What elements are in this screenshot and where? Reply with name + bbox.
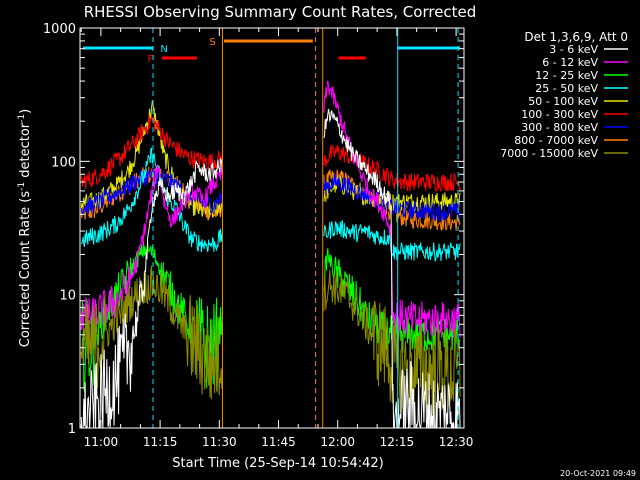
x-tick-label: 11:00 (84, 435, 119, 449)
series-segment-1 (80, 114, 223, 190)
series-segment-2 (323, 173, 461, 222)
x-tick-label: 12:15 (380, 435, 415, 449)
y-tick-label: 10 (59, 289, 76, 304)
series-25-50-keV-line (80, 147, 461, 262)
series-segment-1 (80, 99, 223, 218)
legend-entry: 3 - 6 keV (549, 43, 628, 56)
legend-entry: 300 - 800 keV (521, 121, 628, 134)
y-tick-label: 100 (51, 155, 76, 170)
x-tick-label: 11:15 (143, 435, 178, 449)
chart-title: RHESSI Observing Summary Count Rates, Co… (84, 3, 477, 21)
legend-label: 800 - 7000 keV (514, 134, 598, 147)
legend-entry: 800 - 7000 keV (514, 134, 628, 147)
legend-label: 3 - 6 keV (549, 43, 598, 56)
y-tick-label: 1000 (43, 22, 76, 37)
legend-label: 7000 - 15000 keV (500, 147, 598, 160)
time-markers: NF S (83, 28, 461, 428)
legend-entry: 6 - 12 keV (542, 56, 628, 69)
x-tick-label: 12:00 (320, 435, 355, 449)
series-100-300-keV-line (80, 114, 461, 192)
plot-frame (79, 27, 465, 429)
legend-entry: 25 - 50 keV (535, 82, 628, 95)
axes: 11:00 11:15 11:30 11:45 12:00 12:15 12:30 1 10 10… (43, 22, 473, 449)
legend-entry: 100 - 300 keV (521, 108, 628, 121)
series-segment-1 (80, 158, 223, 428)
data-series (80, 80, 461, 428)
series-3-6-keV-line (80, 109, 461, 428)
series-segment-2 (323, 175, 461, 212)
series-50-100-keV-line (80, 99, 461, 218)
legend-label: 100 - 300 keV (521, 108, 598, 121)
x-axis-label: Start Time (25-Sep-14 10:54:42) (172, 456, 383, 471)
x-tick-label: 11:45 (261, 435, 296, 449)
flag-f-label: F (147, 54, 153, 65)
legend-entry: 12 - 25 keV (535, 69, 628, 82)
series-segment-1 (80, 164, 223, 332)
legend-label: 6 - 12 keV (542, 56, 598, 69)
legend-label: 50 - 100 keV (528, 95, 598, 108)
legend-label: 25 - 50 keV (535, 82, 598, 95)
flag-n-label: N (160, 44, 167, 55)
timestamp: 20-Oct-2021 09:49 (560, 469, 636, 478)
x-tick-label: 11:30 (202, 435, 237, 449)
legend-label: 12 - 25 keV (535, 69, 598, 82)
series-segment-2 (323, 109, 461, 428)
x-tick-label: 12:30 (439, 435, 474, 449)
series-segment-1 (80, 147, 223, 253)
y-tick-label: 1 (68, 422, 76, 437)
y-axis-label: Corrected Count Rate (s-1 detector-1) (17, 109, 33, 347)
flag-s-label: S (209, 37, 215, 48)
series-segment-2 (323, 144, 461, 192)
legend-label: 300 - 800 keV (521, 121, 598, 134)
legend-title: Det 1,3,6,9, Att 0 (524, 30, 628, 44)
series-segment-1 (80, 167, 223, 217)
series-300-800-keV-line (80, 167, 461, 222)
series-segment-1 (80, 265, 223, 400)
legend-entry: 50 - 100 keV (528, 95, 628, 108)
legend-entry: 7000 - 15000 keV (500, 147, 628, 160)
